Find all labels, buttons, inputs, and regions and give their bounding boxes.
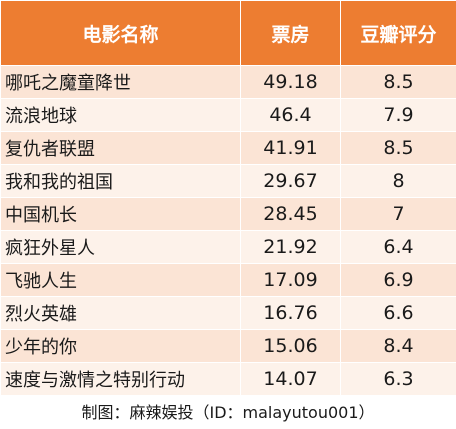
movie-name-cell: 烈火英雄 [0,296,241,330]
box-office-table: 电影名称 票房 豆瓣评分 哪吒之魔童降世 49.18 8.5 流浪地球 46.4… [0,0,456,396]
movie-name-cell: 中国机长 [0,197,241,231]
table-row: 流浪地球 46.4 7.9 [0,98,456,132]
douban-score-cell: 6.6 [340,296,456,330]
douban-score-cell: 7 [340,197,456,231]
table-row: 烈火英雄 16.76 6.6 [0,296,456,330]
douban-score-cell: 8.5 [340,65,456,99]
box-office-cell: 21.92 [240,230,341,264]
table-row: 少年的你 15.06 8.4 [0,329,456,363]
movie-name-cell: 哪吒之魔童降世 [0,65,241,99]
credit-footer: 制图：麻辣娱投（ID：malayutou001） [0,396,456,429]
box-office-cell: 46.4 [240,98,341,132]
movie-name-cell: 少年的你 [0,329,241,363]
douban-score-cell: 8.5 [340,131,456,165]
box-office-cell: 15.06 [240,329,341,363]
table-row: 我和我的祖国 29.67 8 [0,164,456,198]
table-row: 飞驰人生 17.09 6.9 [0,263,456,297]
movie-name-cell: 复仇者联盟 [0,131,241,165]
header-box-office: 票房 [240,0,341,66]
douban-score-cell: 8.4 [340,329,456,363]
douban-score-cell: 6.4 [340,230,456,264]
table-row: 疯狂外星人 21.92 6.4 [0,230,456,264]
movie-name-cell: 我和我的祖国 [0,164,241,198]
box-office-cell: 17.09 [240,263,341,297]
movie-name-cell: 疯狂外星人 [0,230,241,264]
douban-score-cell: 6.9 [340,263,456,297]
header-douban-score: 豆瓣评分 [340,0,456,66]
table-row: 复仇者联盟 41.91 8.5 [0,131,456,165]
douban-score-cell: 8 [340,164,456,198]
table-row: 哪吒之魔童降世 49.18 8.5 [0,65,456,99]
douban-score-cell: 6.3 [340,362,456,396]
box-office-cell: 16.76 [240,296,341,330]
movie-name-cell: 速度与激情之特别行动 [0,362,241,396]
douban-score-cell: 7.9 [340,98,456,132]
box-office-cell: 49.18 [240,65,341,99]
movie-name-cell: 流浪地球 [0,98,241,132]
box-office-cell: 28.45 [240,197,341,231]
box-office-cell: 41.91 [240,131,341,165]
box-office-cell: 29.67 [240,164,341,198]
table-header-row: 电影名称 票房 豆瓣评分 [0,0,456,66]
table-row: 中国机长 28.45 7 [0,197,456,231]
box-office-cell: 14.07 [240,362,341,396]
table-row: 速度与激情之特别行动 14.07 6.3 [0,362,456,396]
movie-name-cell: 飞驰人生 [0,263,241,297]
header-movie-name: 电影名称 [0,0,241,66]
